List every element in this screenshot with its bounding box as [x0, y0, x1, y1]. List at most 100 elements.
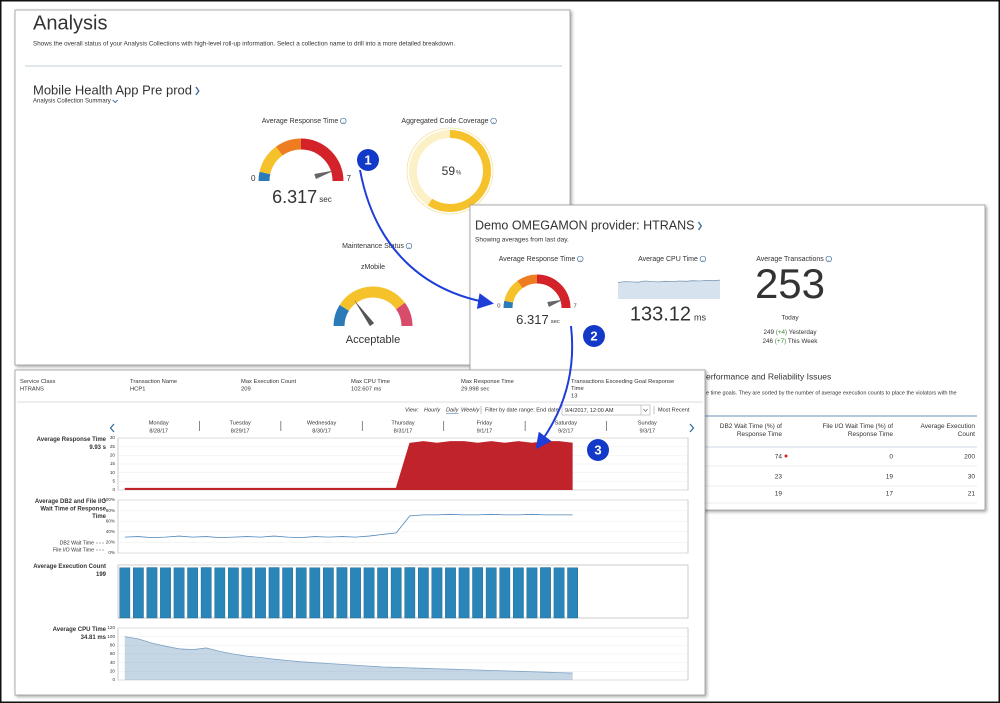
y-tick-label: 120 — [107, 625, 115, 630]
gauge-band — [395, 302, 413, 327]
plot-area — [117, 564, 689, 619]
info-icon-dot — [342, 121, 344, 123]
gauge-band — [333, 304, 350, 327]
info-icon-dot — [408, 246, 410, 248]
bar — [241, 567, 253, 619]
gauge-band — [517, 274, 538, 289]
gauge-band — [259, 146, 283, 175]
summary-label: Max Response Time — [461, 379, 514, 385]
y-tick-label: 20 — [110, 669, 116, 674]
gauge-band — [504, 280, 523, 303]
filter-label: Filter by date range: End date — [485, 407, 559, 413]
y-tick-label: 25 — [110, 444, 116, 449]
y-tick-label: 0% — [108, 550, 115, 555]
plot-area — [117, 499, 689, 554]
info-icon — [405, 242, 413, 250]
legend-entry: File I/O Wait Time — [53, 547, 94, 553]
bar — [227, 567, 239, 619]
day-date: 8/30/17 — [312, 428, 331, 434]
summary-label: Service Class — [20, 379, 56, 385]
bar — [187, 567, 199, 619]
transactions-period: Today — [781, 315, 799, 322]
area-outline — [124, 441, 573, 489]
transactions-history: 249 (+4) Yesterday — [763, 329, 817, 336]
y-tick-label: 15 — [110, 461, 116, 466]
collection-link: Mobile Health App Pre prod — [33, 82, 192, 97]
info-icon — [490, 117, 497, 125]
y-tick-label: 0 — [112, 677, 115, 682]
bar — [160, 567, 171, 619]
bar — [363, 567, 375, 619]
dropdown-icon — [112, 99, 119, 104]
day-name: Sunday — [638, 420, 657, 426]
metric-label: Aggregated Code Coverage — [401, 118, 488, 125]
provider-title: Demo OMEGAMON provider: HTRANS — [475, 218, 694, 232]
gauge-needle — [547, 299, 564, 307]
prev-arrow[interactable] — [109, 423, 115, 433]
issues-note: e time goals. They are sorted by the num… — [706, 390, 957, 396]
bar — [295, 567, 307, 619]
gauge-band — [339, 286, 405, 311]
info-icon-dot — [702, 259, 704, 261]
chart-title: Average Execution Count — [33, 564, 106, 570]
next-arrow[interactable] — [689, 423, 695, 433]
area — [124, 441, 573, 490]
metric-label: Average Response Time — [499, 256, 576, 263]
gauge-max-label: 7 — [574, 304, 577, 310]
cpu-value: 133.12 — [630, 303, 691, 325]
bar — [404, 567, 416, 619]
y-tick-label: 60% — [106, 518, 115, 523]
callout-badge — [583, 325, 605, 347]
summary-value: 102.607 ms — [351, 387, 381, 393]
collection-summary: Analysis Collection Summary — [33, 99, 111, 105]
gauge-value: 6.317 — [272, 187, 317, 207]
bar — [146, 567, 158, 619]
bar — [499, 567, 511, 619]
chart-title: Average DB2 and File I/O Wait Time of Res… — [35, 499, 107, 520]
maintenance-name: zMobile — [361, 264, 385, 271]
date-input-value: 9/4/2017, 12:00 AM — [565, 408, 614, 414]
day-date: 8/31/17 — [394, 428, 413, 434]
summary-label: Transaction Name — [130, 379, 177, 385]
gauge-max-label: 7 — [347, 174, 352, 183]
info-icon-dot — [828, 259, 830, 261]
chart-current-value: 9.93 s — [89, 445, 106, 451]
donut-outer-ring — [406, 127, 494, 215]
gauge-needle — [314, 170, 335, 180]
history-period: Yesterday — [789, 329, 818, 336]
table-header: Average Execution Count — [921, 423, 976, 438]
history-change: (+7) — [775, 338, 786, 345]
day-date: 8/28/17 — [149, 428, 168, 434]
bar — [336, 567, 348, 619]
area — [124, 636, 573, 680]
summary-value: 209 — [241, 387, 251, 393]
bar — [485, 567, 497, 619]
callout-overlay: 1 2 3 — [357, 149, 609, 461]
view-option: Weekly — [461, 407, 480, 413]
view-option: Daily — [446, 407, 460, 413]
callout-badge — [357, 149, 379, 171]
summary-label: Max CPU Time — [351, 379, 390, 385]
bar — [377, 567, 389, 619]
bar — [119, 567, 131, 619]
transactions-value: 253 — [755, 260, 825, 307]
bar — [282, 567, 294, 619]
gauge-band — [536, 274, 571, 309]
summary-value: HCP1 — [130, 387, 145, 393]
y-tick-label: 20 — [110, 453, 116, 458]
bar — [540, 567, 551, 619]
info-icon — [577, 255, 584, 263]
y-tick-label: 40 — [110, 660, 116, 665]
callout-number: 1 — [364, 152, 371, 167]
detail-panel: Service Class HTRANS Transaction Name HCP1 M… — [14, 369, 706, 696]
day-date: 8/29/17 — [231, 428, 250, 434]
table-cell: 19 — [775, 491, 783, 498]
bar — [431, 567, 443, 619]
history-value: 246 — [763, 338, 774, 345]
gauge-value: 6.317 — [516, 312, 549, 327]
violation-dot — [784, 454, 788, 458]
day-name: Friday — [477, 420, 493, 426]
y-tick-label: 30 — [110, 435, 116, 440]
history-change: (+4) — [776, 329, 787, 336]
summary-value: 13 — [571, 394, 577, 400]
